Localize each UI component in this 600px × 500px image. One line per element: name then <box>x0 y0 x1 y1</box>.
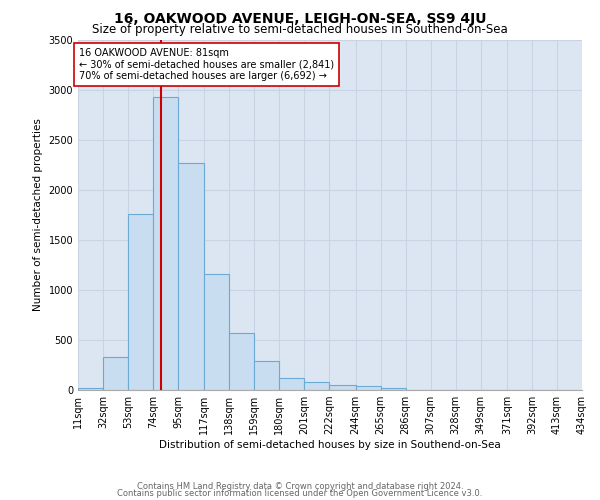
X-axis label: Distribution of semi-detached houses by size in Southend-on-Sea: Distribution of semi-detached houses by … <box>159 440 501 450</box>
Bar <box>380 388 406 390</box>
Bar <box>304 382 329 390</box>
Text: Contains HM Land Registry data © Crown copyright and database right 2024.: Contains HM Land Registry data © Crown c… <box>137 482 463 491</box>
Bar <box>329 384 356 390</box>
Y-axis label: Number of semi-detached properties: Number of semi-detached properties <box>33 118 43 312</box>
Text: 16, OAKWOOD AVENUE, LEIGH-ON-SEA, SS9 4JU: 16, OAKWOOD AVENUE, LEIGH-ON-SEA, SS9 4J… <box>114 12 486 26</box>
Text: 16 OAKWOOD AVENUE: 81sqm
← 30% of semi-detached houses are smaller (2,841)
70% o: 16 OAKWOOD AVENUE: 81sqm ← 30% of semi-d… <box>79 48 334 81</box>
Text: Size of property relative to semi-detached houses in Southend-on-Sea: Size of property relative to semi-detach… <box>92 22 508 36</box>
Bar <box>229 333 254 390</box>
Bar <box>153 97 178 390</box>
Bar <box>128 214 153 390</box>
Bar <box>204 274 229 390</box>
Bar <box>280 378 304 390</box>
Bar <box>78 388 103 390</box>
Bar <box>178 163 204 390</box>
Bar <box>103 357 128 390</box>
Bar <box>356 386 380 390</box>
Text: Contains public sector information licensed under the Open Government Licence v3: Contains public sector information licen… <box>118 489 482 498</box>
Bar <box>254 361 280 390</box>
